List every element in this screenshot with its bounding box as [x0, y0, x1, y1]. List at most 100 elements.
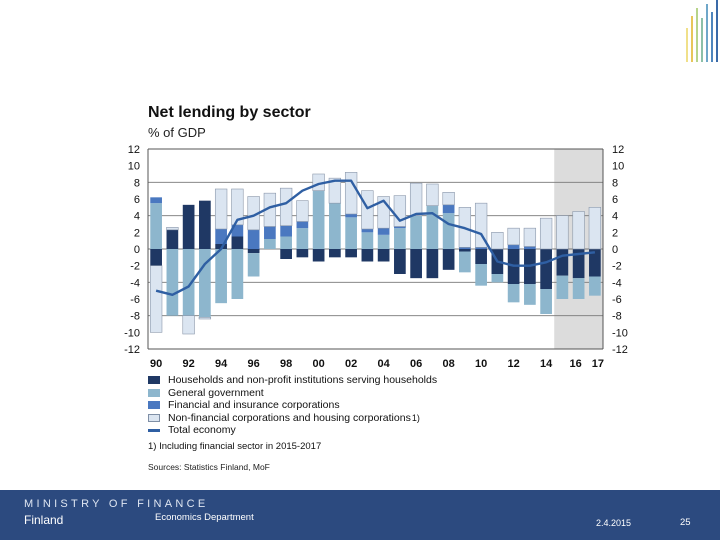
y-tick-label-left: 12 — [128, 144, 140, 156]
bar-financial-2002 — [345, 214, 357, 218]
bar-general-2006 — [410, 215, 422, 249]
bar-non-financial-1999 — [296, 200, 309, 222]
bar-non-financial-2011 — [491, 232, 504, 250]
y-tick-label-left: 2 — [134, 227, 140, 239]
bar-financial-2003 — [361, 229, 374, 233]
x-tick-label-00: 00 — [313, 358, 325, 370]
bar-general-2010 — [475, 264, 487, 286]
bar-households-2006 — [410, 249, 422, 279]
bar-households-2007 — [426, 249, 439, 279]
bar-non-financial-2008 — [442, 192, 455, 206]
y-tick-label-left: -10 — [124, 327, 140, 339]
x-tick-label-02: 02 — [345, 358, 357, 370]
legend-item-general-government: General government — [148, 387, 437, 400]
y-tick-label-left: -12 — [124, 344, 140, 356]
x-tick-label-08: 08 — [443, 358, 455, 370]
bar-non-financial-1990 — [149, 265, 163, 333]
bar-non-financial-1993 — [198, 317, 212, 320]
slide-date: 2.4.2015 — [596, 518, 632, 528]
legend-label-total-economy: Total economy — [168, 424, 236, 437]
legend-swatch-general-government — [148, 388, 160, 397]
bar-households-2014 — [540, 249, 552, 289]
ministry-name: MINISTRY OF FINANCE — [24, 498, 209, 510]
bar-financial-2013 — [524, 246, 536, 249]
bar-general-2017 — [589, 276, 601, 296]
legend-superscript: 1) — [411, 412, 420, 423]
bar-financial-2012 — [507, 244, 520, 249]
chart-source: Sources: Statistics Finland, MoF — [148, 462, 270, 472]
bar-non-financial-2004 — [377, 196, 390, 229]
x-tick-label-04: 04 — [378, 358, 391, 370]
bar-general-1994 — [215, 249, 227, 304]
y-tick-label-right: 4 — [612, 211, 618, 223]
bar-financial-2004 — [377, 228, 390, 235]
total-economy-line — [155, 179, 596, 296]
bar-households-2010 — [475, 249, 487, 264]
bar-non-financial-2013 — [523, 227, 537, 247]
bar-general-1995 — [231, 249, 244, 299]
country-name: Finland — [24, 513, 64, 527]
bar-general-2009 — [459, 251, 471, 273]
bar-financial-2009 — [459, 247, 471, 249]
y-tick-label-right: 12 — [612, 144, 624, 156]
y-tick-label-left: -6 — [130, 294, 140, 306]
y-tick-label-left: 0 — [134, 244, 140, 256]
bar-general-1999 — [296, 228, 309, 249]
x-tick-label-14: 14 — [540, 358, 553, 370]
bar-general-2003 — [361, 232, 374, 249]
bar-non-financial-2002 — [344, 172, 358, 215]
y-tick-label-right: 8 — [612, 177, 618, 189]
x-tick-label-96: 96 — [248, 358, 260, 370]
bar-general-1998 — [280, 236, 292, 249]
bar-non-financial-2003 — [361, 190, 374, 230]
bar-households-1996 — [247, 249, 260, 254]
legend-label-general-government: General government — [168, 386, 264, 399]
bar-households-2017 — [589, 249, 601, 277]
y-tick-label-left: -4 — [130, 277, 140, 289]
department-name: Economics Department — [155, 512, 254, 523]
bar-general-1992 — [182, 249, 195, 316]
bar-financial-1996 — [247, 229, 260, 249]
legend-swatch-non-financial — [148, 413, 160, 422]
bar-general-2000 — [312, 190, 325, 249]
chart-footnote: 1) Including financial sector in 2015-20… — [148, 441, 322, 452]
x-tick-label-12: 12 — [508, 358, 520, 370]
bar-non-financial-2014 — [539, 217, 553, 250]
legend-swatch-financial — [148, 401, 160, 410]
y-tick-label-right: -10 — [612, 327, 628, 339]
x-tick-label-06: 06 — [410, 358, 422, 370]
bar-general-1997 — [264, 239, 276, 249]
bar-general-2007 — [426, 205, 439, 249]
bar-general-2016 — [572, 278, 585, 299]
x-tick-label-90: 90 — [150, 358, 162, 370]
bar-households-2015 — [556, 249, 569, 276]
bar-non-financial-2007 — [426, 183, 439, 206]
bar-general-2002 — [345, 217, 357, 249]
legend-item-non-financial: Non-financial corporations and housing c… — [148, 412, 437, 425]
bar-households-1991 — [166, 229, 179, 249]
x-tick-label-92: 92 — [183, 358, 195, 370]
bar-general-2015 — [556, 275, 569, 299]
legend-swatch-households — [148, 376, 160, 385]
legend-label-non-financial: Non-financial corporations and housing c… — [168, 411, 411, 424]
bar-financial-1990 — [150, 197, 162, 204]
bar-financial-1995 — [231, 224, 244, 237]
legend-label-households: Households and non-profit institutions s… — [168, 374, 438, 387]
chart-title: Net lending by sector — [148, 104, 311, 121]
bar-financial-2005 — [394, 226, 406, 229]
bar-households-2005 — [394, 249, 406, 274]
y-tick-label-right: 6 — [612, 194, 618, 206]
bar-non-financial-2012 — [507, 227, 520, 246]
legend-item-households: Households and non-profit institutions s… — [148, 374, 437, 387]
y-tick-label-right: -8 — [612, 311, 622, 323]
bar-non-financial-2015 — [556, 215, 569, 250]
y-tick-label-right: -4 — [612, 277, 622, 289]
bar-non-financial-2017 — [588, 207, 602, 250]
chart-legend: Households and non-profit institutions s… — [148, 374, 437, 437]
bar-non-financial-1994 — [214, 188, 228, 230]
bar-general-2004 — [377, 234, 390, 249]
bar-financial-1997 — [264, 226, 276, 239]
bar-households-1998 — [280, 249, 292, 259]
y-tick-label-left: 10 — [128, 161, 140, 173]
bar-non-financial-1998 — [279, 187, 293, 226]
